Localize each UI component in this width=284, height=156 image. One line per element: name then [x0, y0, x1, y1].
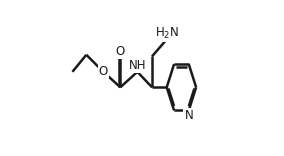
- Text: H$_2$N: H$_2$N: [155, 26, 179, 41]
- Text: O: O: [116, 45, 125, 58]
- Text: NH: NH: [129, 59, 146, 72]
- Text: N: N: [184, 109, 193, 122]
- Text: O: O: [99, 65, 108, 78]
